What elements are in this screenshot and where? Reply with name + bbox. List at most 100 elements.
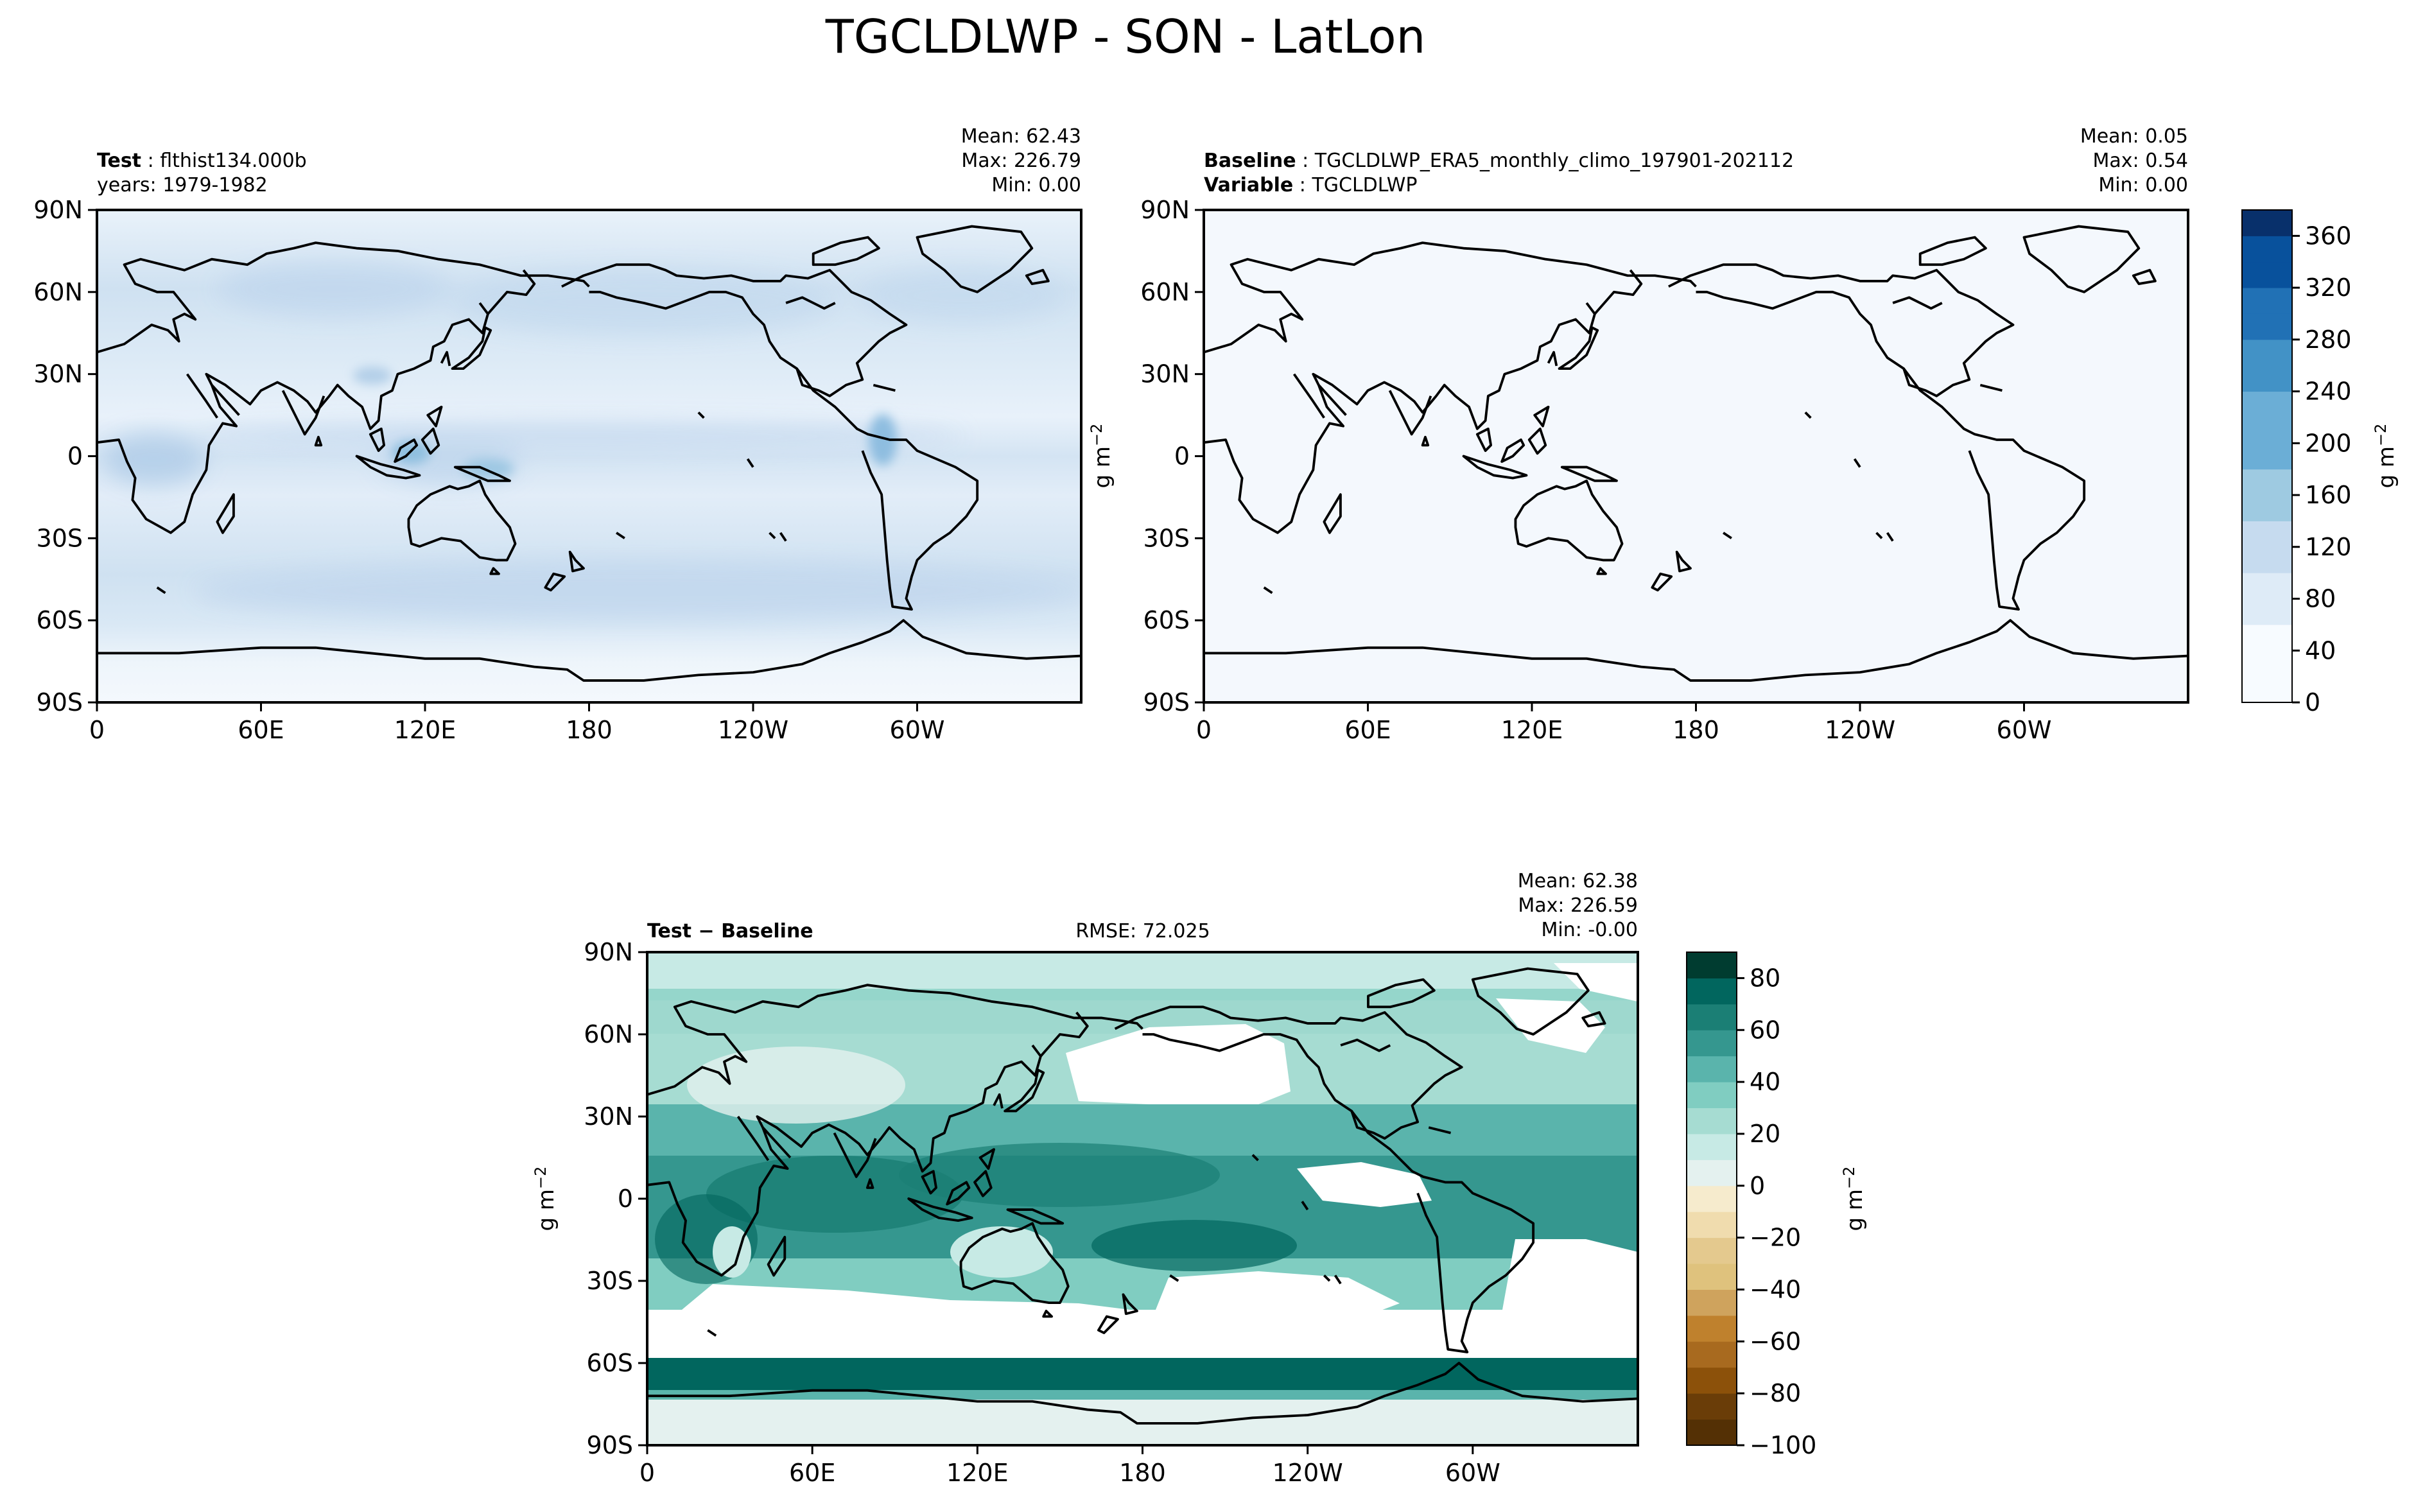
test-min: 0.00 [1038,174,1081,196]
colorbar-tick-label: −20 [1750,1224,1801,1252]
colorbar-band [1687,1237,1737,1264]
y-tick-label: 90N [33,196,83,224]
svg-text:Mean: 0.05: Mean: 0.05 [2080,125,2188,148]
x-tick-label: 0 [89,716,105,744]
colorbar-tick-label: 360 [2305,222,2352,250]
svg-text:Min: 0.00: Min: 0.00 [2098,174,2188,196]
y-tick-label: 30S [1143,524,1190,552]
x-tick-label: 60E [789,1459,835,1487]
panel-test: Test : flthist134.000b years: 1979-1982 … [33,125,1082,744]
y-tick-label: 90N [584,938,633,966]
colorbar-band [2242,261,2292,288]
colorbar-band [2242,417,2292,444]
y-tick-label: 60S [37,606,83,634]
x-tick-label: 180 [1119,1459,1166,1487]
x-tick-label: 0 [1196,716,1212,744]
baseline-title-case: TGCLDLWP_ERA5_monthly_climo_197901-20211… [1314,150,1794,172]
x-tick-label: 180 [566,716,613,744]
colorbar-tick-label: 60 [1750,1016,1780,1044]
y-tick-label: 0 [1174,442,1190,471]
test-title-bold: Test [97,150,141,172]
colorbar-band [1687,1056,1737,1082]
baseline-variable-name: TGCLDLWP [1311,174,1417,196]
diff-field-features [655,963,1638,1342]
colorbar-band [2242,573,2292,600]
colorbar-band [2242,495,2292,521]
x-tick-label: 60W [1997,716,2052,744]
figure-title: TGCLDLWP - SON - LatLon [825,10,1425,64]
y-tick-label: 60N [33,278,83,306]
colorbar-tick-label: 40 [1750,1068,1780,1096]
baseline-ylabel: g m−2 [1088,424,1115,489]
diff-title-test: Test [647,920,691,943]
colorbar-band [1687,1160,1737,1186]
colorbar-tick-label: 320 [2305,274,2352,302]
baseline-title-bold: Baseline [1204,150,1296,172]
test-mean: 62.43 [1026,125,1081,148]
svg-text:Mean: 62.43: Mean: 62.43 [961,125,1081,148]
colorbar-tick-label: 40 [2305,636,2336,665]
colorbar-band [1687,1133,1737,1160]
x-tick-label: 60E [238,716,284,744]
test-stats: Mean: 62.43 Max: 226.79 Min: 0.00 [961,125,1081,196]
diff-mean: 62.38 [1583,870,1638,892]
baseline-title: Baseline : TGCLDLWP_ERA5_monthly_climo_1… [1204,150,1794,172]
x-tick-label: 120W [718,716,788,744]
x-tick-label: 60E [1344,716,1391,744]
svg-text:Mean: 62.38: Mean: 62.38 [1518,870,1638,892]
y-tick-label: 30S [37,524,83,552]
y-tick-label: 90S [1143,688,1190,717]
test-max: 226.79 [1014,150,1081,172]
y-tick-label: 60S [587,1349,633,1377]
diff-stats: Mean: 62.38 Max: 226.59 Min: -0.00 [1518,870,1638,941]
colorbar-tick-label: 120 [2305,533,2352,561]
colorbar-band [1687,1264,1737,1290]
diff-ylabel: g m−2 [532,1167,559,1231]
colorbar-tick-label: −40 [1750,1275,1801,1303]
y-tick-label: 30N [584,1102,633,1131]
colorbar-tick-label: 80 [1750,964,1780,992]
colorbar-band [2242,676,2292,703]
colorbar-tick-label: 160 [2305,481,2352,509]
x-tick-label: 180 [1673,716,1719,744]
colorbar-band [1687,1315,1737,1342]
diff-title: Test − Baseline [647,920,813,943]
baseline-variable-bold: Variable [1204,174,1293,196]
colorbar-band [1687,1367,1737,1394]
y-tick-label: 30N [33,360,83,388]
colorbar-frame [2241,209,2293,703]
diff-max: 226.59 [1570,894,1638,917]
colorbar-band [1687,1289,1737,1316]
y-tick-label: 60N [1140,278,1190,306]
colorbar-band [1687,1419,1737,1446]
y-tick-label: 60N [584,1020,633,1048]
test-title-case: flthist134.000b [160,150,307,172]
colorbar-band [2242,288,2292,314]
diff-axes-ticks: 0 60E 120E 180 120W 60W 90N 60N 30N 0 30S 60S 90S [584,938,1500,1487]
colorbar-band [2242,443,2292,470]
colorbar-band [1687,1082,1737,1109]
colorbar-band [2242,365,2292,392]
colorbar-band [1687,1030,1737,1057]
x-tick-label: 120W [1273,1459,1343,1487]
panel-baseline: Baseline : TGCLDLWP_ERA5_monthly_climo_1… [1088,125,2399,744]
svg-text:Max: 226.59: Max: 226.59 [1518,894,1638,917]
colorbar-band [1687,1185,1737,1212]
y-tick-label: 0 [67,442,83,471]
baseline-mean: 0.05 [2145,125,2188,148]
colorbar-band [1687,1004,1737,1030]
test-years: years: 1979-1982 [97,174,268,196]
colorbar-tick-label: −80 [1750,1379,1801,1407]
colorbar-tick-label: −60 [1750,1327,1801,1355]
colorbar-blues: 0 40 80 120 160 200 240 280 320 360 [2241,209,2352,717]
colorbar-brbg-label: g m−2 [1840,1167,1868,1231]
colorbar-band [2242,339,2292,366]
svg-text:Min: -0.00: Min: -0.00 [1541,919,1638,941]
y-tick-label: 30S [587,1267,633,1295]
x-tick-label: 120W [1825,716,1895,744]
svg-text:Max: 226.79: Max: 226.79 [961,150,1081,172]
baseline-field [1204,210,2188,702]
baseline-stats: Mean: 0.05 Max: 0.54 Min: 0.00 [2080,125,2188,196]
colorbar-tick-label: 20 [1750,1120,1780,1148]
